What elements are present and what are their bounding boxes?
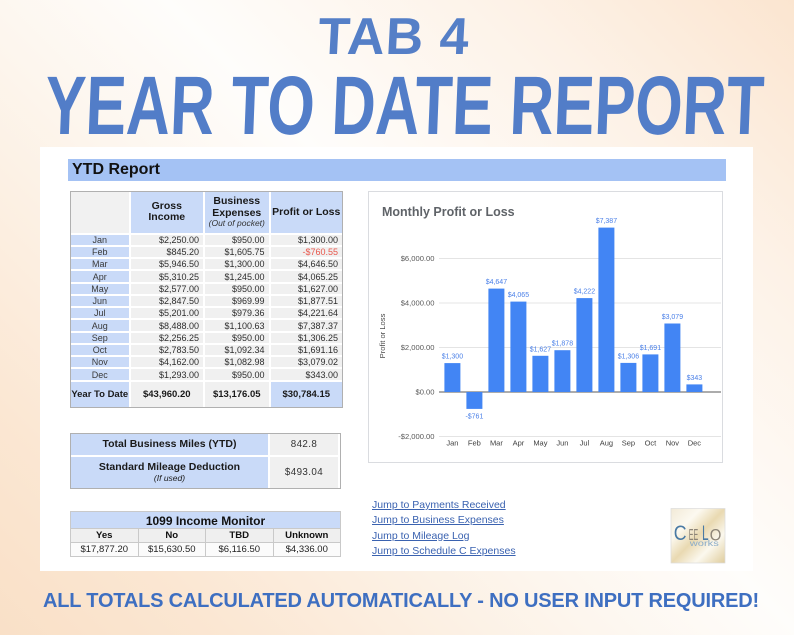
svg-text:$1,691: $1,691 bbox=[640, 345, 662, 352]
svg-text:Dec: Dec bbox=[688, 439, 702, 448]
svg-text:Feb: Feb bbox=[468, 439, 481, 448]
svg-text:$1,878: $1,878 bbox=[552, 341, 574, 348]
svg-text:EE: EE bbox=[689, 527, 698, 544]
svg-text:Nov: Nov bbox=[666, 439, 680, 448]
svg-text:May: May bbox=[533, 439, 547, 448]
svg-text:-$2,000.00: -$2,000.00 bbox=[398, 432, 434, 441]
svg-text:Jun: Jun bbox=[556, 439, 568, 448]
svg-text:$4,222: $4,222 bbox=[574, 289, 596, 296]
svg-text:Sep: Sep bbox=[622, 439, 635, 448]
svg-text:$1,300: $1,300 bbox=[442, 354, 464, 361]
svg-text:Oct: Oct bbox=[645, 439, 658, 448]
svg-text:Apr: Apr bbox=[513, 439, 525, 448]
svg-text:-$761: -$761 bbox=[465, 413, 483, 420]
svg-text:$6,000.00: $6,000.00 bbox=[401, 254, 435, 263]
svg-text:Jul: Jul bbox=[580, 439, 590, 448]
svg-text:C: C bbox=[674, 522, 687, 545]
svg-text:Mar: Mar bbox=[490, 439, 503, 448]
svg-text:Jan: Jan bbox=[446, 439, 458, 448]
svg-text:O: O bbox=[710, 526, 722, 544]
svg-text:$343: $343 bbox=[687, 375, 703, 382]
svg-text:L: L bbox=[702, 521, 709, 545]
svg-text:$0.00: $0.00 bbox=[415, 388, 434, 397]
svg-text:$4,647: $4,647 bbox=[486, 279, 508, 286]
svg-text:$3,079: $3,079 bbox=[662, 314, 684, 321]
svg-text:$2,000.00: $2,000.00 bbox=[401, 343, 435, 352]
svg-text:works: works bbox=[689, 538, 719, 548]
svg-text:Aug: Aug bbox=[600, 439, 613, 448]
svg-text:Monthly Profit or Loss: Monthly Profit or Loss bbox=[382, 205, 515, 219]
svg-text:$1,627: $1,627 bbox=[530, 346, 552, 353]
svg-text:Profit or Loss: Profit or Loss bbox=[378, 313, 387, 358]
svg-text:$7,387: $7,387 bbox=[596, 218, 618, 225]
svg-text:$4,000.00: $4,000.00 bbox=[401, 299, 435, 308]
svg-text:$1,306: $1,306 bbox=[618, 353, 640, 360]
svg-text:$4,065: $4,065 bbox=[508, 292, 530, 299]
